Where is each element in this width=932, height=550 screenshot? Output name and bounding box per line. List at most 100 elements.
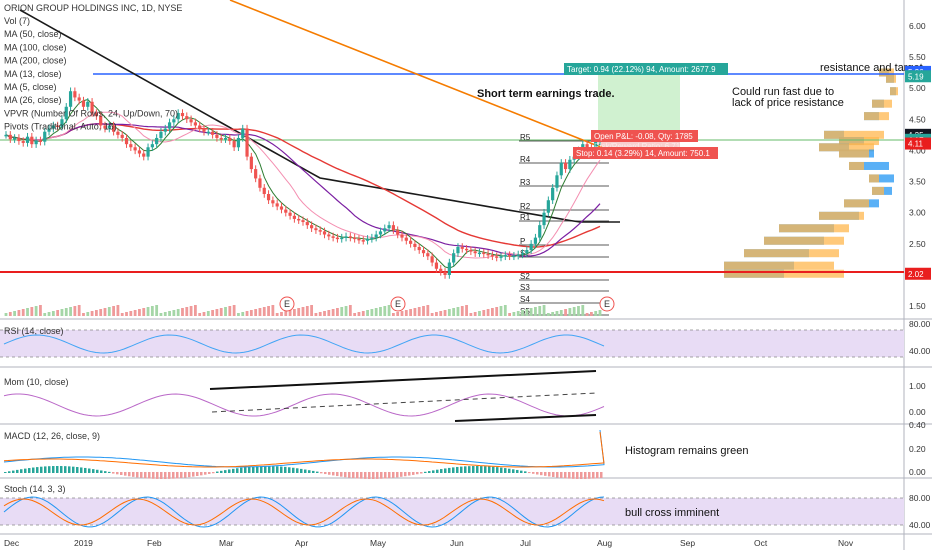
- volume-bar: [198, 313, 202, 316]
- price-badge-label: 5.19: [908, 72, 924, 81]
- volume-bar: [56, 310, 60, 316]
- macd-hist-bar: [168, 472, 171, 479]
- ma100-line: [19, 9, 620, 223]
- time-axis[interactable]: Dec 2019 Feb Mar Apr May Jun Jul Aug Sep Oct Nov: [4, 538, 854, 548]
- volume-bar: [103, 308, 107, 316]
- time-tick: May: [370, 538, 387, 548]
- candle-body: [292, 215, 296, 219]
- stop-label-bg: [573, 147, 718, 159]
- volume-bar: [512, 312, 516, 316]
- macd-hist-bar: [264, 466, 267, 473]
- macd-hist-bar: [560, 472, 563, 478]
- macd-hist-bar: [580, 472, 583, 479]
- macd-hist-bar: [508, 468, 511, 473]
- macd-hist-bar: [476, 466, 479, 473]
- macd-hist-bar: [280, 466, 283, 473]
- indicator-legend: ORION GROUP HOLDINGS INC, 1D, NYSE Vol (…: [4, 3, 182, 132]
- macd-hist-bar: [412, 472, 415, 475]
- volume-bar: [168, 311, 171, 316]
- annotation-resistance: resistance and target: [820, 62, 923, 74]
- earnings-marker[interactable]: [279, 296, 295, 312]
- macd-hist-bar: [212, 472, 215, 474]
- candle-body: [189, 119, 193, 123]
- earnings-marker[interactable]: [390, 296, 406, 312]
- volume-bar: [202, 312, 206, 316]
- macd-hist-bar: [544, 472, 547, 476]
- volume-bar: [150, 306, 154, 316]
- candle-body: [68, 91, 73, 107]
- candle-body: [443, 271, 447, 275]
- volume-bar: [163, 312, 167, 316]
- volume-bar: [318, 312, 322, 316]
- candles: [4, 87, 602, 279]
- vpvr-up-bar: [879, 68, 894, 77]
- volume-profile: [724, 68, 898, 278]
- candle-body: [464, 248, 469, 251]
- candle-body: [439, 268, 443, 272]
- candle-body: [344, 236, 348, 238]
- macd-hist-bar: [104, 471, 107, 473]
- volume-bar: [314, 313, 318, 316]
- rr-label: Risk/Reward Ratio: 6.71: [594, 142, 681, 151]
- vpvr-up-bar: [724, 269, 844, 278]
- macd-hist-bar: [4, 472, 7, 473]
- price-tick: 1.50: [909, 301, 926, 311]
- earnings-marker-label: E: [284, 299, 290, 309]
- volume-bar: [344, 306, 348, 316]
- time-tick: Dec: [4, 538, 20, 548]
- macd-hist-bar: [192, 472, 195, 477]
- macd-hist-bar: [368, 472, 371, 479]
- macd-hist-bar: [32, 467, 35, 473]
- volume-bar: [538, 306, 542, 316]
- vpvr-up-bar: [864, 112, 889, 121]
- vpvr-up-bar: [872, 186, 884, 195]
- volume-bar: [327, 310, 331, 316]
- macd-hist-bar: [120, 472, 123, 475]
- macd-hist-bar: [164, 472, 167, 479]
- candle-body: [301, 220, 305, 223]
- volume-bar: [86, 312, 90, 316]
- candle-body: [120, 134, 124, 138]
- volume-bar: [232, 305, 236, 316]
- volume-bar: [589, 312, 593, 316]
- earnings-marker-label: E: [604, 299, 610, 309]
- volume-bar: [280, 312, 283, 316]
- pivot-label: R2: [520, 202, 531, 211]
- earnings-marker[interactable]: [599, 296, 615, 312]
- price-badge: [905, 137, 931, 150]
- macd-hist-bar: [380, 472, 383, 479]
- volume-bar: [598, 310, 602, 316]
- candle-body: [305, 222, 309, 226]
- volume-bar: [443, 310, 447, 316]
- macd-hist-bar: [548, 472, 551, 477]
- macd-tick: 0.20: [909, 444, 926, 454]
- vpvr-up-bar: [839, 149, 869, 158]
- volume-bar: [90, 311, 94, 316]
- macd-hist-bar: [460, 466, 463, 473]
- macd-hist-bar: [76, 467, 79, 473]
- mom-label: Mom (10, close): [4, 377, 69, 387]
- macd-hist-bar: [188, 472, 191, 478]
- candle-body: [99, 116, 103, 126]
- candle-body: [262, 187, 266, 195]
- volume-bar: [159, 313, 163, 316]
- macd-hist-bar: [172, 472, 175, 479]
- volume-bar: [17, 310, 21, 316]
- volume-bar: [193, 305, 197, 316]
- candle-body: [8, 134, 12, 140]
- macd-hist-bar: [540, 472, 543, 476]
- volume-bar: [469, 313, 473, 316]
- macd-hist-bar: [144, 472, 147, 479]
- volume-bar: [297, 308, 301, 316]
- candle-body: [38, 140, 43, 142]
- volume-bar: [478, 311, 481, 316]
- volume-bar: [125, 312, 128, 316]
- volume-bar: [301, 307, 305, 316]
- volume-bar: [51, 311, 55, 316]
- candle-body: [327, 234, 331, 237]
- pnl-label: Open P&L: -0.08, Qty: 1785: [594, 132, 693, 141]
- candle-body: [137, 150, 142, 154]
- legend-item: MA (26, close): [4, 95, 62, 105]
